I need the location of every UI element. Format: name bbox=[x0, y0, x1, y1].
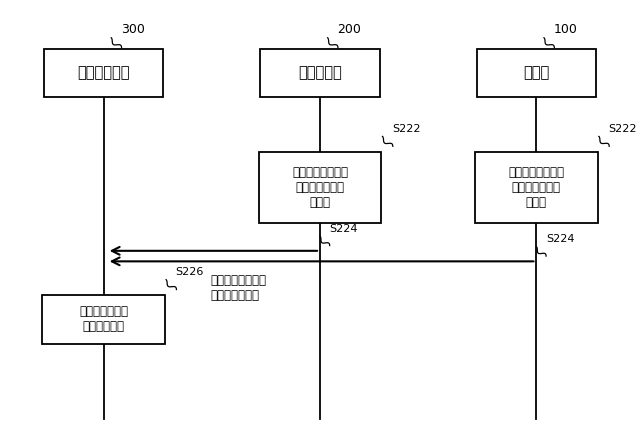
Bar bbox=[259, 152, 381, 224]
Text: 基地局: 基地局 bbox=[524, 65, 550, 80]
Text: S226: S226 bbox=[175, 267, 204, 277]
Text: 200: 200 bbox=[337, 23, 362, 36]
Text: リモート端末: リモート端末 bbox=[77, 65, 130, 80]
Text: オペレーション
モードを決定: オペレーション モードを決定 bbox=[79, 305, 128, 333]
Text: リレー端末: リレー端末 bbox=[298, 65, 342, 80]
Bar bbox=[477, 49, 596, 97]
Text: 300: 300 bbox=[121, 23, 145, 36]
Bar bbox=[476, 152, 598, 224]
Bar bbox=[42, 295, 164, 344]
Text: S224: S224 bbox=[546, 234, 574, 244]
Text: リレー通信の通信
状況を示す情報
を取得: リレー通信の通信 状況を示す情報 を取得 bbox=[508, 166, 564, 209]
Text: S224: S224 bbox=[330, 224, 358, 233]
Text: リレー通信の通信
状況を示す情報
を取得: リレー通信の通信 状況を示す情報 を取得 bbox=[292, 166, 348, 209]
Text: S222: S222 bbox=[608, 124, 637, 134]
Text: リレー通信の通信
状況を示す情報: リレー通信の通信 状況を示す情報 bbox=[211, 274, 266, 302]
Text: S222: S222 bbox=[392, 124, 420, 134]
Bar bbox=[44, 49, 163, 97]
Text: 100: 100 bbox=[554, 23, 578, 36]
Bar bbox=[260, 49, 380, 97]
